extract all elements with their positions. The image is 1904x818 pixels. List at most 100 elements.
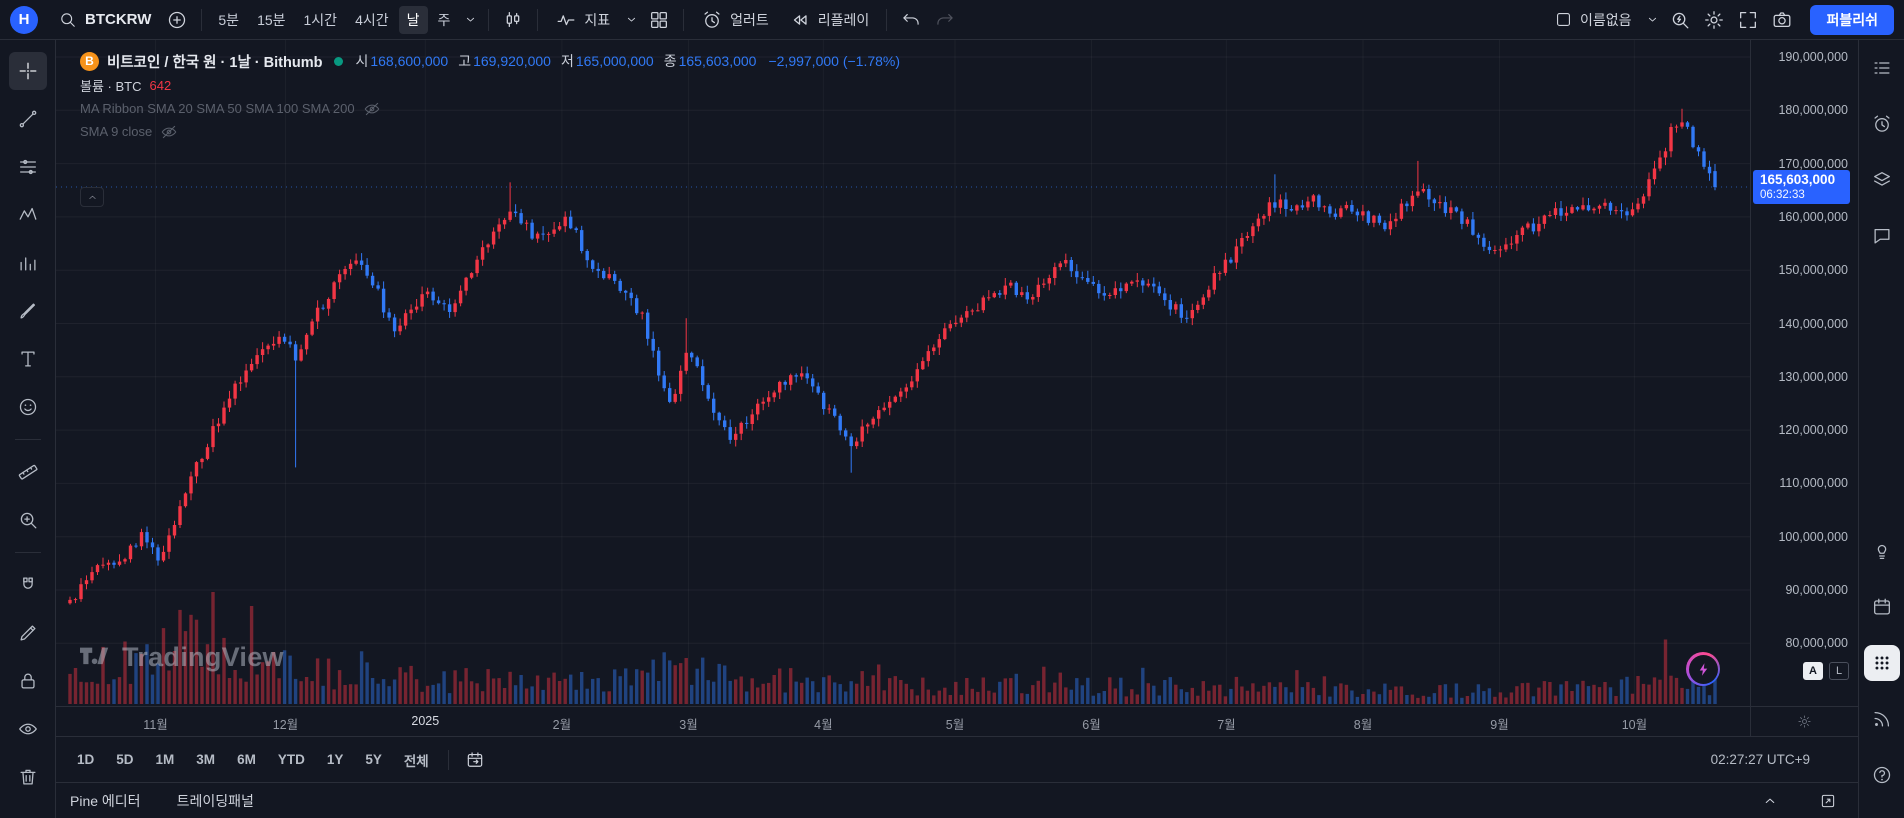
log-scale-toggle[interactable]: L xyxy=(1829,662,1849,680)
watchlist-button[interactable] xyxy=(1864,50,1900,86)
chat-button[interactable] xyxy=(1864,218,1900,254)
snapshot-button[interactable] xyxy=(1766,4,1798,36)
multichart-layout-button[interactable] xyxy=(643,4,675,36)
chart-style-button[interactable] xyxy=(497,4,529,36)
range-button-1M[interactable]: 1M xyxy=(147,748,184,771)
undo-button[interactable] xyxy=(895,4,927,36)
chart-settings-button[interactable] xyxy=(1698,4,1730,36)
interval-button-4시간[interactable]: 4시간 xyxy=(347,6,397,34)
search-icon xyxy=(58,10,77,29)
indicators-button[interactable]: 지표 xyxy=(546,4,619,36)
range-button-5Y[interactable]: 5Y xyxy=(356,748,391,771)
close-label: 종 xyxy=(663,53,677,69)
ma-ribbon-title[interactable]: MA Ribbon SMA 20 SMA 50 SMA 100 SMA 200 xyxy=(80,101,355,116)
layers-icon xyxy=(1871,169,1893,191)
legend-collapse-button[interactable] xyxy=(80,187,104,207)
range-button-5D[interactable]: 5D xyxy=(107,748,142,771)
emoji-tool-button[interactable] xyxy=(9,388,47,426)
auto-scale-toggle[interactable]: A xyxy=(1803,662,1823,680)
emoji-icon xyxy=(17,396,39,418)
zoom-in-icon xyxy=(17,509,39,531)
more-panels-button[interactable] xyxy=(1863,645,1900,681)
publish-button[interactable]: 퍼블리쉬 xyxy=(1810,4,1894,35)
replay-button[interactable]: 리플레이 xyxy=(780,4,879,36)
separator xyxy=(488,8,490,31)
interval-button-15분[interactable]: 15분 xyxy=(249,6,293,34)
interval-button-1시간[interactable]: 1시간 xyxy=(296,6,346,34)
fullscreen-button[interactable] xyxy=(1732,4,1764,36)
time-tick: 2025 xyxy=(411,714,440,728)
help-button[interactable] xyxy=(1864,757,1900,793)
sma-title[interactable]: SMA 9 close xyxy=(80,124,153,139)
quick-search-button[interactable] xyxy=(1664,4,1696,36)
lock-drawings-tool-button[interactable] xyxy=(9,662,47,700)
time-axis[interactable]: 11월 12월 2025 2월 3월 4월 5월 6월 7월 8월 9월 10월 xyxy=(56,706,1750,736)
interval-button-5분[interactable]: 5분 xyxy=(210,6,247,34)
toolbar-separator xyxy=(14,552,41,553)
user-menu-button[interactable]: H xyxy=(10,5,38,34)
streams-button[interactable] xyxy=(1864,701,1900,737)
interval-button-날[interactable]: 날 xyxy=(398,5,428,34)
panel-collapse-button[interactable] xyxy=(1754,785,1786,817)
magnet-tool-button[interactable] xyxy=(9,566,47,604)
range-button-3M[interactable]: 3M xyxy=(187,748,224,771)
object-tree-button[interactable] xyxy=(1864,162,1900,198)
chart-pane: B 비트코인 / 한국 원 · 1날 · Bithumb 시 168,600,00… xyxy=(56,40,1858,818)
market-status-dot[interactable] xyxy=(334,56,344,66)
drawing-mode-tool-button[interactable] xyxy=(9,614,47,652)
interval-button-주[interactable]: 주 xyxy=(430,6,459,34)
hide-drawings-tool-button[interactable] xyxy=(9,710,47,748)
indicator-templates-button[interactable] xyxy=(621,4,641,36)
timezone-clock-button[interactable]: 02:27:27 UTC+9 xyxy=(1710,752,1810,767)
fib-retracement-tool-button[interactable] xyxy=(9,148,47,186)
range-button-YTD[interactable]: YTD xyxy=(269,748,314,771)
redo-button[interactable] xyxy=(929,4,961,36)
measure-tool-button[interactable] xyxy=(9,453,47,491)
pattern-tool-button[interactable] xyxy=(9,196,47,234)
forecast-tool-button[interactable] xyxy=(9,244,47,282)
pine-editor-tab[interactable]: Pine 에디터 xyxy=(70,783,141,818)
alerts-button[interactable] xyxy=(1864,106,1900,142)
calendar-button[interactable] xyxy=(1864,589,1900,625)
ma-ribbon-visibility-button[interactable] xyxy=(363,100,381,118)
ideas-button[interactable] xyxy=(1864,533,1900,569)
range-button-1D[interactable]: 1D xyxy=(68,748,103,771)
range-button-6M[interactable]: 6M xyxy=(228,748,265,771)
goto-date-icon xyxy=(465,750,485,770)
compare-add-button[interactable] xyxy=(161,4,193,36)
symbol-search-button[interactable]: BTCKRW xyxy=(50,4,159,36)
chat-icon xyxy=(1871,225,1893,247)
remove-drawings-tool-button[interactable] xyxy=(9,758,47,796)
brush-tool-button[interactable] xyxy=(9,292,47,330)
candlestick-chart[interactable] xyxy=(56,40,1750,706)
right-sidebar xyxy=(1858,40,1904,818)
chart-legend: B 비트코인 / 한국 원 · 1날 · Bithumb 시 168,600,00… xyxy=(80,48,900,143)
cursor-tool-button[interactable] xyxy=(8,52,47,90)
separator xyxy=(447,749,449,770)
drawing-toolbar xyxy=(0,40,56,818)
chevron-down-icon xyxy=(624,12,639,27)
goto-date-button[interactable] xyxy=(459,744,491,776)
price-axis[interactable]: 165,603,000 06:32:33 A L 190,000,000 180,… xyxy=(1750,40,1858,706)
trading-panel-tab[interactable]: 트레이딩패널 xyxy=(177,783,254,818)
range-button-1Y[interactable]: 1Y xyxy=(318,748,353,771)
axis-settings-icon[interactable] xyxy=(1797,714,1812,729)
panel-expand-button[interactable] xyxy=(1812,785,1844,817)
legend-symbol-title[interactable]: 비트코인 / 한국 원 · 1날 · Bithumb xyxy=(107,54,323,71)
trend-line-tool-button[interactable] xyxy=(9,100,47,138)
range-button-전체[interactable]: 전체 xyxy=(395,746,438,774)
zoom-tool-button[interactable] xyxy=(9,501,47,539)
ma-ribbon-legend-row: MA Ribbon SMA 20 SMA 50 SMA 100 SMA 200 xyxy=(80,97,900,120)
time-axis-corner xyxy=(1750,706,1858,736)
footer-bar: Pine 에디터 트레이딩패널 xyxy=(56,782,1858,818)
volume-title[interactable]: 볼륨 · BTC xyxy=(80,79,142,94)
alert-button[interactable]: 얼러트 xyxy=(692,4,778,36)
layout-name-button[interactable]: 이름없음 xyxy=(1545,4,1641,36)
layout-dropdown-button[interactable] xyxy=(1642,4,1662,36)
eye-icon xyxy=(17,718,39,740)
interval-dropdown-button[interactable] xyxy=(460,4,480,36)
eye-off-icon xyxy=(160,123,178,141)
sma-visibility-button[interactable] xyxy=(160,123,178,141)
text-tool-button[interactable] xyxy=(9,340,47,378)
boost-button[interactable] xyxy=(1686,652,1720,686)
